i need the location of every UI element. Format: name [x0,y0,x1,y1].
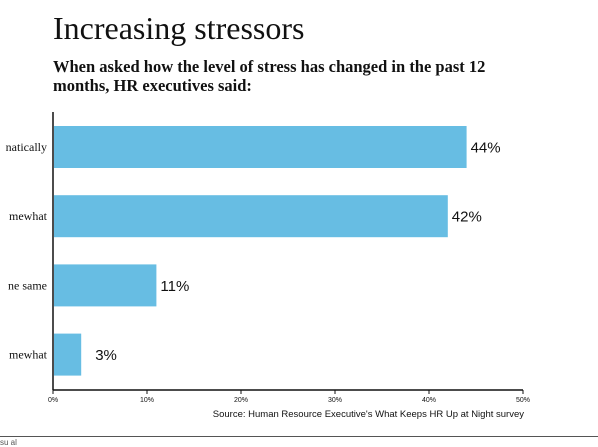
chart-title: Increasing stressors [53,10,305,46]
x-tick-label: 20% [234,397,248,404]
x-tick-label: 50% [516,397,530,404]
x-tick-label: 40% [422,397,436,404]
bar-value-label: 3% [95,347,117,364]
category-label: mewhat [9,209,48,223]
bar [54,333,82,376]
bar [54,195,448,238]
bar [54,264,157,307]
bar-value-label: 44% [471,140,501,157]
category-label: ne same [8,278,47,292]
bar-value-label: 11% [160,278,189,295]
category-label: mewhat [9,348,48,362]
x-tick-label: 30% [328,397,342,404]
bar [54,126,467,168]
x-tick-label: 0% [48,397,58,404]
bar-value-label: 42% [452,209,482,226]
x-tick-label: 10% [140,397,154,404]
footer-text: su al [0,438,17,447]
bottom-divider [0,436,598,437]
source-note: Source: Human Resource Executive's What … [212,409,524,420]
chart-subtitle: When asked how the level of stress has c… [53,57,486,95]
category-label: natically [6,140,47,154]
